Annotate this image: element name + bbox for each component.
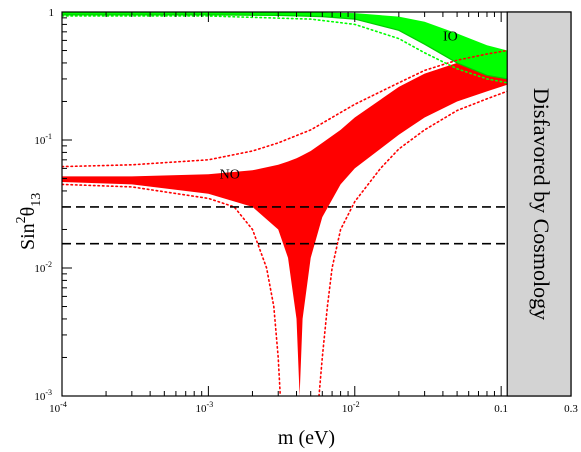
y-tick-label: 1	[49, 7, 55, 19]
y-tick-label: 10-1	[34, 132, 52, 147]
x-axis-label: m (eV)	[278, 427, 335, 449]
io-lower-edge	[62, 14, 508, 80]
dotted-bound-no-0	[62, 49, 508, 168]
x-tick-label: 10-4	[49, 400, 67, 415]
x-tick-label: 10-2	[342, 400, 360, 415]
annotation-no: NO	[220, 168, 240, 183]
y-tick-label: 10-2	[34, 260, 52, 275]
y-tick-label: 10-3	[34, 388, 52, 403]
plot-marks	[62, 12, 508, 396]
x-tick-label: 0.1	[494, 403, 508, 415]
dotted-bound-no-2	[318, 90, 508, 396]
x-tick-label: 10-3	[196, 400, 214, 415]
band-io	[62, 12, 508, 79]
disfavored-region	[506, 11, 572, 397]
dotted-bound-io-3	[62, 15, 508, 84]
band-no	[62, 51, 508, 396]
annotation-io: IO	[443, 29, 458, 44]
disfavored-label: Disfavored by Cosmology	[529, 88, 554, 320]
x-tick-label: 0.3	[564, 403, 578, 415]
dotted-bound-no-1	[62, 183, 282, 396]
y-axis-label: Sin2θ13	[14, 193, 44, 250]
